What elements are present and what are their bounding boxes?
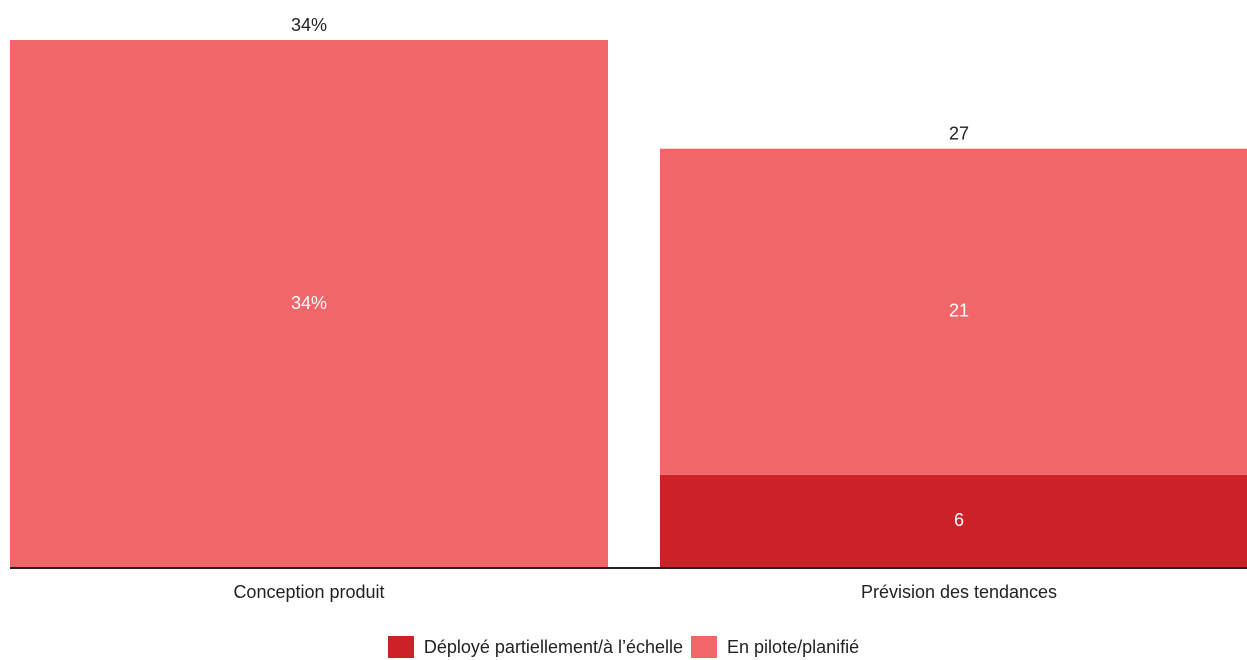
legend-item-pilot: En pilote/planifié xyxy=(691,636,859,658)
total-label-2: 27 xyxy=(949,124,969,144)
bar-segment-pilot-2 xyxy=(660,148,1247,475)
segment-label-pilot-2: 21 xyxy=(949,301,969,321)
bar-segment-deployed-2 xyxy=(660,474,1247,568)
legend-swatch-deployed xyxy=(387,636,414,658)
total-labels-group: 34% 27 xyxy=(291,15,969,144)
legend-label-pilot: En pilote/planifié xyxy=(727,636,860,657)
legend-label-deployed: Déployé partiellement/à l’échelle xyxy=(423,636,684,657)
legend-swatch-pilot xyxy=(691,636,718,658)
segment-label-deployed-2: 6 xyxy=(954,510,964,530)
category-label-1: Conception produit xyxy=(233,582,384,602)
stacked-bar-chart: 34% 6 21 34% 27 Conception produit Prévision… xyxy=(10,15,1247,602)
category-label-2: Prévision des tendances xyxy=(861,582,1057,602)
total-label-1: 34% xyxy=(291,15,327,35)
legend: Déployé partiellement/à l’échelle En pil… xyxy=(0,636,1247,658)
legend-item-deployed: Déployé partiellement/à l’échelle xyxy=(387,636,684,658)
category-labels-group: Conception produit Prévision des tendance… xyxy=(233,582,1057,602)
segment-labels-group: 34% 6 21 xyxy=(291,293,969,530)
bars-group xyxy=(10,40,1247,568)
segment-label-pilot-1: 34% xyxy=(291,293,327,313)
bar-segment-pilot-1 xyxy=(10,40,608,568)
